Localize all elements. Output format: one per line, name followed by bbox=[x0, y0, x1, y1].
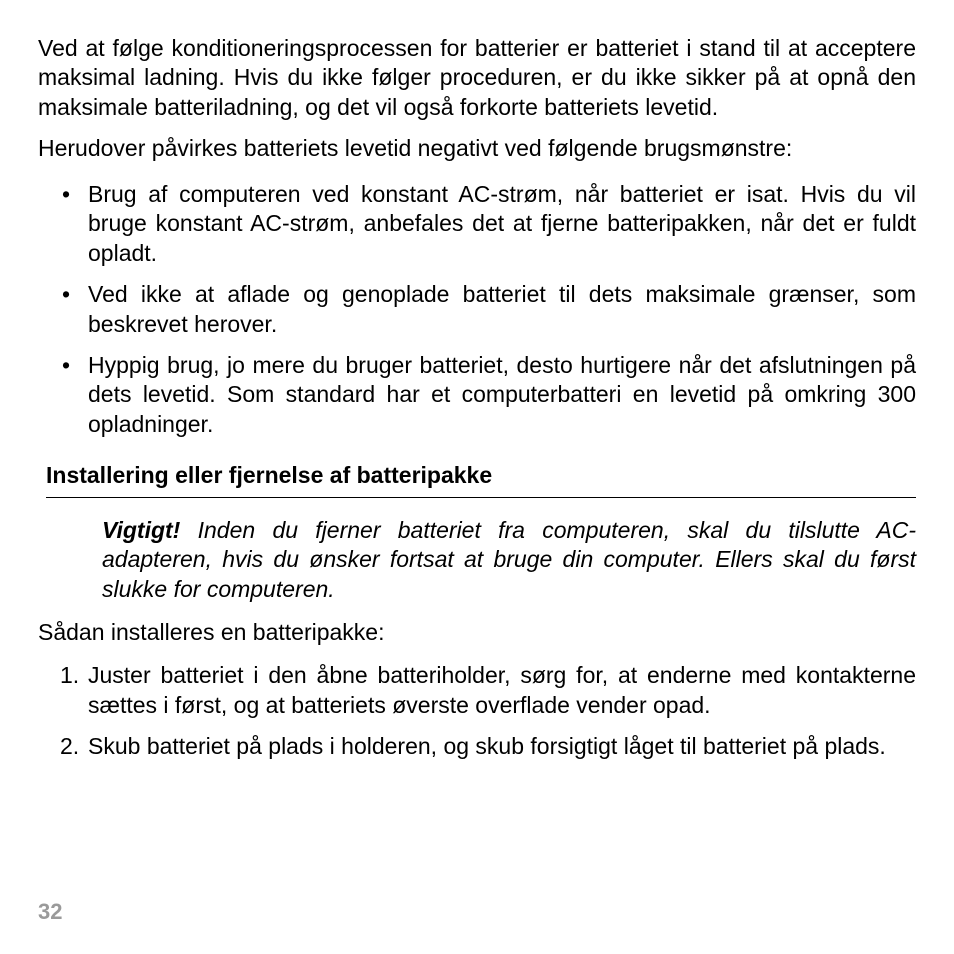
install-steps: Juster batteriet i den åbne batteriholde… bbox=[38, 661, 916, 761]
list-item: Juster batteriet i den åbne batteriholde… bbox=[38, 661, 916, 720]
intro-paragraph: Ved at følge konditioneringsprocessen fo… bbox=[38, 34, 916, 122]
important-note: Vigtigt! Inden du fjerner batteriet fra … bbox=[102, 516, 916, 604]
list-item: Hyppig brug, jo mere du bruger batteriet… bbox=[38, 351, 916, 439]
note-text: Inden du fjerner batteriet fra computere… bbox=[102, 517, 916, 602]
usage-patterns-list: Brug af computeren ved konstant AC-strøm… bbox=[38, 180, 916, 440]
list-item: Ved ikke at aflade og genoplade batterie… bbox=[38, 280, 916, 339]
page-number: 32 bbox=[38, 898, 62, 926]
install-lead: Sådan installeres en batteripakke: bbox=[38, 618, 916, 647]
section-heading-install-remove: Installering eller fjernelse af batterip… bbox=[46, 461, 916, 497]
note-label: Vigtigt! bbox=[102, 517, 180, 543]
list-item: Brug af computeren ved konstant AC-strøm… bbox=[38, 180, 916, 268]
list-item: Skub batteriet på plads i holderen, og s… bbox=[38, 732, 916, 761]
usage-patterns-lead: Herudover påvirkes batteriets levetid ne… bbox=[38, 134, 916, 163]
